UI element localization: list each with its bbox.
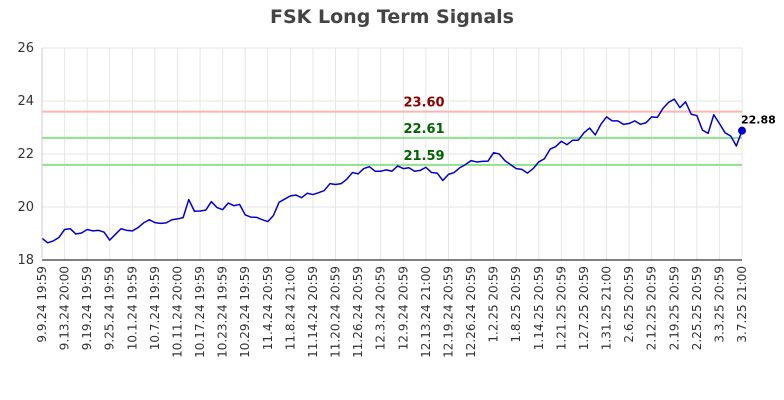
last-value-label: 22.88 bbox=[741, 114, 776, 127]
x-tick-label: 1.21.25 20:59 bbox=[554, 266, 568, 350]
axes: 18 20 22 24 26 9.9.24 19:59 9.13.24 20:00 9.19.… bbox=[17, 41, 749, 358]
y-tick-label: 24 bbox=[17, 94, 34, 109]
series-layer: 22.88 bbox=[41, 98, 776, 244]
x-tick-label: 1.31.25 21:00 bbox=[600, 266, 614, 350]
x-tick-label: 1.2.25 20:59 bbox=[487, 266, 501, 343]
x-tick-label: 10.23.24 19:59 bbox=[216, 266, 230, 358]
price-series-line bbox=[41, 98, 743, 244]
x-tick-label: 10.17.24 19:59 bbox=[193, 266, 207, 358]
grid bbox=[41, 47, 743, 261]
x-tick-label: 9.19.24 19:59 bbox=[80, 266, 94, 350]
y-tick-label: 26 bbox=[17, 41, 34, 56]
x-tick-label: 1.14.25 20:59 bbox=[532, 266, 546, 350]
x-tick-label: 10.11.24 20:00 bbox=[170, 266, 184, 358]
signal-lines: 23.60 22.61 21.59 bbox=[42, 96, 742, 166]
x-tick-label: 11.14.24 20:59 bbox=[306, 266, 320, 358]
x-tick-label: 11.8.24 21:00 bbox=[283, 266, 297, 350]
x-tick-label: 10.1.24 19:59 bbox=[125, 266, 139, 350]
x-tick-label: 9.25.24 19:59 bbox=[103, 266, 117, 350]
x-tick-label: 9.9.24 19:59 bbox=[35, 266, 49, 343]
signal-label: 23.60 bbox=[403, 96, 444, 111]
x-tick-label: 12.13.24 21:00 bbox=[419, 266, 433, 358]
x-tick-label: 1.27.25 20:59 bbox=[577, 266, 591, 350]
last-value-point bbox=[738, 126, 746, 135]
x-tick-label: 3.7.25 21:00 bbox=[735, 266, 749, 343]
y-tick-label: 20 bbox=[17, 200, 34, 215]
x-tick-label: 9.13.24 20:00 bbox=[58, 266, 72, 350]
x-tick-label: 2.12.25 20:59 bbox=[645, 266, 659, 350]
signal-label: 22.61 bbox=[403, 122, 444, 137]
x-tick-label: 11.26.24 20:59 bbox=[351, 266, 365, 358]
x-tick-label: 2.25.25 20:59 bbox=[690, 266, 704, 350]
signal-label: 21.59 bbox=[403, 149, 444, 164]
x-tick-label: 2.19.25 20:59 bbox=[667, 266, 681, 350]
x-tick-label: 2.6.25 20:59 bbox=[622, 266, 636, 343]
y-tick-label: 18 bbox=[17, 253, 34, 268]
x-tick-label: 12.9.24 20:59 bbox=[396, 266, 410, 350]
x-tick-label: 12.26.24 20:59 bbox=[464, 266, 478, 358]
chart-title: FSK Long Term Signals bbox=[270, 6, 514, 28]
x-tick-label: 11.4.24 20:59 bbox=[261, 266, 275, 350]
x-tick-label: 10.7.24 19:59 bbox=[148, 266, 162, 350]
x-tick-label: 3.3.25 20:59 bbox=[712, 266, 726, 343]
x-tick-label: 1.8.25 20:59 bbox=[509, 266, 523, 343]
x-tick-label: 12.19.24 20:59 bbox=[441, 266, 455, 358]
x-tick-label: 12.3.24 20:59 bbox=[374, 266, 388, 350]
x-tick-label: 10.29.24 19:59 bbox=[238, 266, 252, 358]
y-tick-label: 22 bbox=[17, 147, 34, 162]
x-tick-label: 11.20.24 20:59 bbox=[329, 266, 343, 358]
